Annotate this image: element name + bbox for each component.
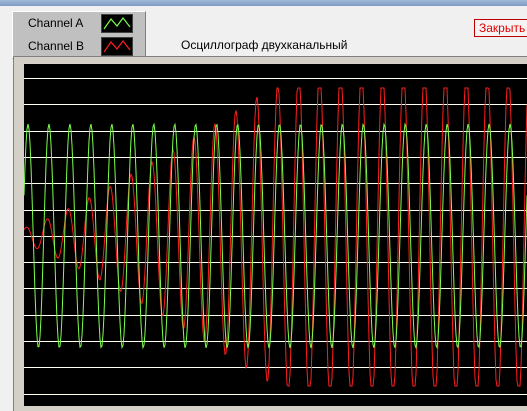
channel-b-line-swatch (101, 37, 133, 56)
oscilloscope-screen (23, 64, 527, 406)
close-button[interactable]: Закрыть (474, 19, 527, 37)
legend-label-channel-b: Channel B (28, 39, 85, 53)
channel-legend: Channel A Channel B (12, 11, 146, 59)
legend-label-channel-a: Channel A (28, 16, 84, 30)
channel-a-line-swatch (101, 14, 133, 33)
page-title: Осциллограф двухканальный (181, 38, 348, 52)
legend-item-channel-b: Channel B (13, 35, 145, 57)
channel-a-trace (23, 122, 527, 350)
legend-item-channel-a: Channel A (13, 12, 145, 34)
oscilloscope-plot (23, 78, 527, 395)
title-bar (0, 0, 527, 6)
